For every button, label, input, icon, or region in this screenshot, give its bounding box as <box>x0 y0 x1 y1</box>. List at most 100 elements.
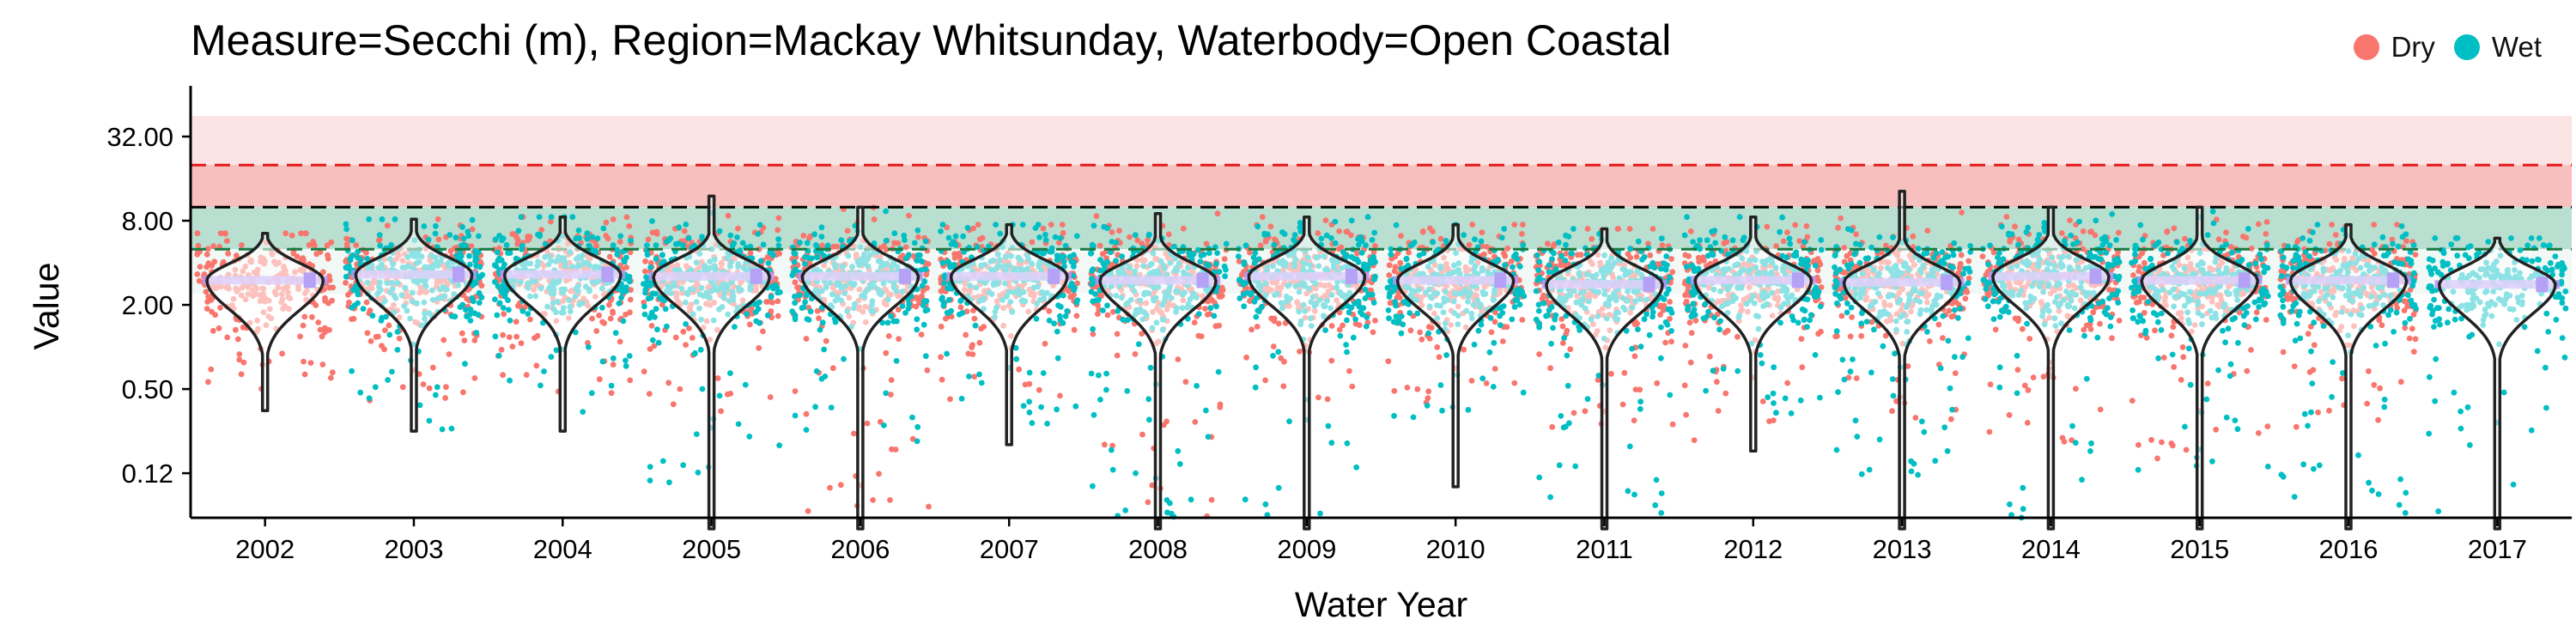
point-dry-2010 <box>1385 358 1392 365</box>
point-dry-2011 <box>1589 235 1595 242</box>
point-dry-2002 <box>211 258 218 265</box>
point-dry-2002 <box>325 252 331 258</box>
point-dry-2008 <box>1217 401 1224 408</box>
point-dry-2009 <box>1322 217 1329 223</box>
point-wet-2005 <box>770 252 776 258</box>
point-wet-2006 <box>899 303 906 309</box>
point-dry-2002 <box>208 366 215 373</box>
point-wet-2006 <box>914 423 921 430</box>
point-wet-2007 <box>1033 315 1040 322</box>
point-dry-2006 <box>823 337 829 344</box>
point-dry-2011 <box>1632 386 1639 392</box>
point-wet-2008 <box>1223 240 1230 247</box>
point-dry-2008 <box>1099 251 1106 258</box>
point-dry-2011 <box>1567 346 1574 353</box>
point-dry-2002 <box>301 358 307 365</box>
point-wet-2009 <box>1358 309 1364 315</box>
point-dry-2004 <box>509 343 516 349</box>
point-wet-2009 <box>1355 236 1361 242</box>
point-dry-2004 <box>610 216 617 222</box>
point-wet-2003 <box>349 305 355 311</box>
point-dry-2008 <box>1145 499 1151 506</box>
point-wet-2011 <box>1627 246 1633 252</box>
point-wet-2010 <box>1384 284 1391 291</box>
point-wet-2010 <box>1391 412 1397 419</box>
point-dry-2005 <box>725 212 732 219</box>
point-wet-2008 <box>1097 267 1103 274</box>
point-wet-2006 <box>791 258 798 265</box>
point-dry-2002 <box>196 277 203 284</box>
point-dry-2010 <box>1483 380 1490 386</box>
point-wet-2005 <box>666 479 672 486</box>
point-wet-2004 <box>500 305 507 311</box>
point-wet-2007 <box>1070 272 1077 279</box>
point-wet-2011 <box>1658 324 1664 331</box>
point-wet-2011 <box>1635 326 1641 332</box>
point-wet-2006 <box>818 234 825 240</box>
point-wet-2004 <box>619 286 626 293</box>
point-wet-2005 <box>647 477 653 483</box>
point-dry-2012 <box>1735 333 1741 340</box>
point-wet-2006 <box>811 231 817 238</box>
point-dry-2005 <box>665 380 672 386</box>
point-wet-2006 <box>914 438 920 445</box>
point-wet-2005 <box>641 311 648 318</box>
point-dry-2010 <box>1419 228 1426 234</box>
point-dry-2004 <box>608 390 615 397</box>
point-dry-2011 <box>1558 316 1565 322</box>
point-dry-2006 <box>792 388 799 394</box>
point-dry-2003 <box>440 337 447 343</box>
point-wet-2010 <box>1497 313 1503 319</box>
point-wet-2010 <box>1410 414 1417 421</box>
point-wet-2008 <box>1211 313 1218 319</box>
point-dry-2011 <box>1595 377 1601 383</box>
point-wet-2008 <box>1091 411 1097 418</box>
point-dry-2008 <box>1114 352 1121 359</box>
point-wet-2007 <box>945 258 951 264</box>
point-dry-2006 <box>918 331 925 337</box>
point-wet-2008 <box>1146 416 1152 423</box>
point-wet-2006 <box>909 414 915 421</box>
point-dry-2011 <box>1574 252 1581 258</box>
point-dry-2002 <box>309 313 315 320</box>
point-dry-2007 <box>1059 222 1066 228</box>
point-dry-2009 <box>1324 396 1331 403</box>
point-wet-2004 <box>507 317 513 324</box>
point-wet-2003 <box>379 216 386 222</box>
point-wet-2005 <box>657 295 663 301</box>
point-wet-2008 <box>1194 383 1200 389</box>
point-wet-2011 <box>1631 491 1637 498</box>
point-dry-2010 <box>1479 229 1485 236</box>
point-wet-2003 <box>372 384 379 391</box>
point-wet-2005 <box>693 431 700 437</box>
point-dry-2007 <box>1022 381 1029 388</box>
point-dry-2011 <box>1647 252 1654 258</box>
point-wet-2005 <box>642 286 649 293</box>
point-dry-2002 <box>294 253 301 260</box>
point-wet-2009 <box>1236 295 1243 301</box>
point-wet-2008 <box>1195 311 1202 318</box>
point-dry-2010 <box>1520 222 1526 228</box>
point-wet-2007 <box>1040 370 1047 376</box>
point-wet-2010 <box>1403 256 1410 263</box>
point-wet-2005 <box>774 284 781 291</box>
point-wet-2008 <box>1089 241 1096 248</box>
point-wet-2003 <box>476 233 482 240</box>
point-dry-2002 <box>233 252 240 259</box>
point-wet-2005 <box>648 311 655 318</box>
point-dry-2004 <box>605 235 611 242</box>
point-dry-2009 <box>1249 326 1255 333</box>
point-wet-2010 <box>1389 289 1396 295</box>
point-dry-2009 <box>1336 326 1343 333</box>
point-wet-2003 <box>357 389 364 396</box>
point-wet-2010 <box>1398 265 1405 272</box>
point-wet-2005 <box>664 238 670 245</box>
point-wet-2003 <box>476 289 483 296</box>
point-wet-2010 <box>1511 304 1518 310</box>
point-dry-2004 <box>623 264 629 270</box>
point-wet-2008 <box>1221 263 1228 270</box>
point-wet-2010 <box>1502 262 1508 268</box>
point-wet-2004 <box>612 330 619 337</box>
point-dry-2005 <box>642 258 648 264</box>
point-dry-2003 <box>382 327 388 333</box>
